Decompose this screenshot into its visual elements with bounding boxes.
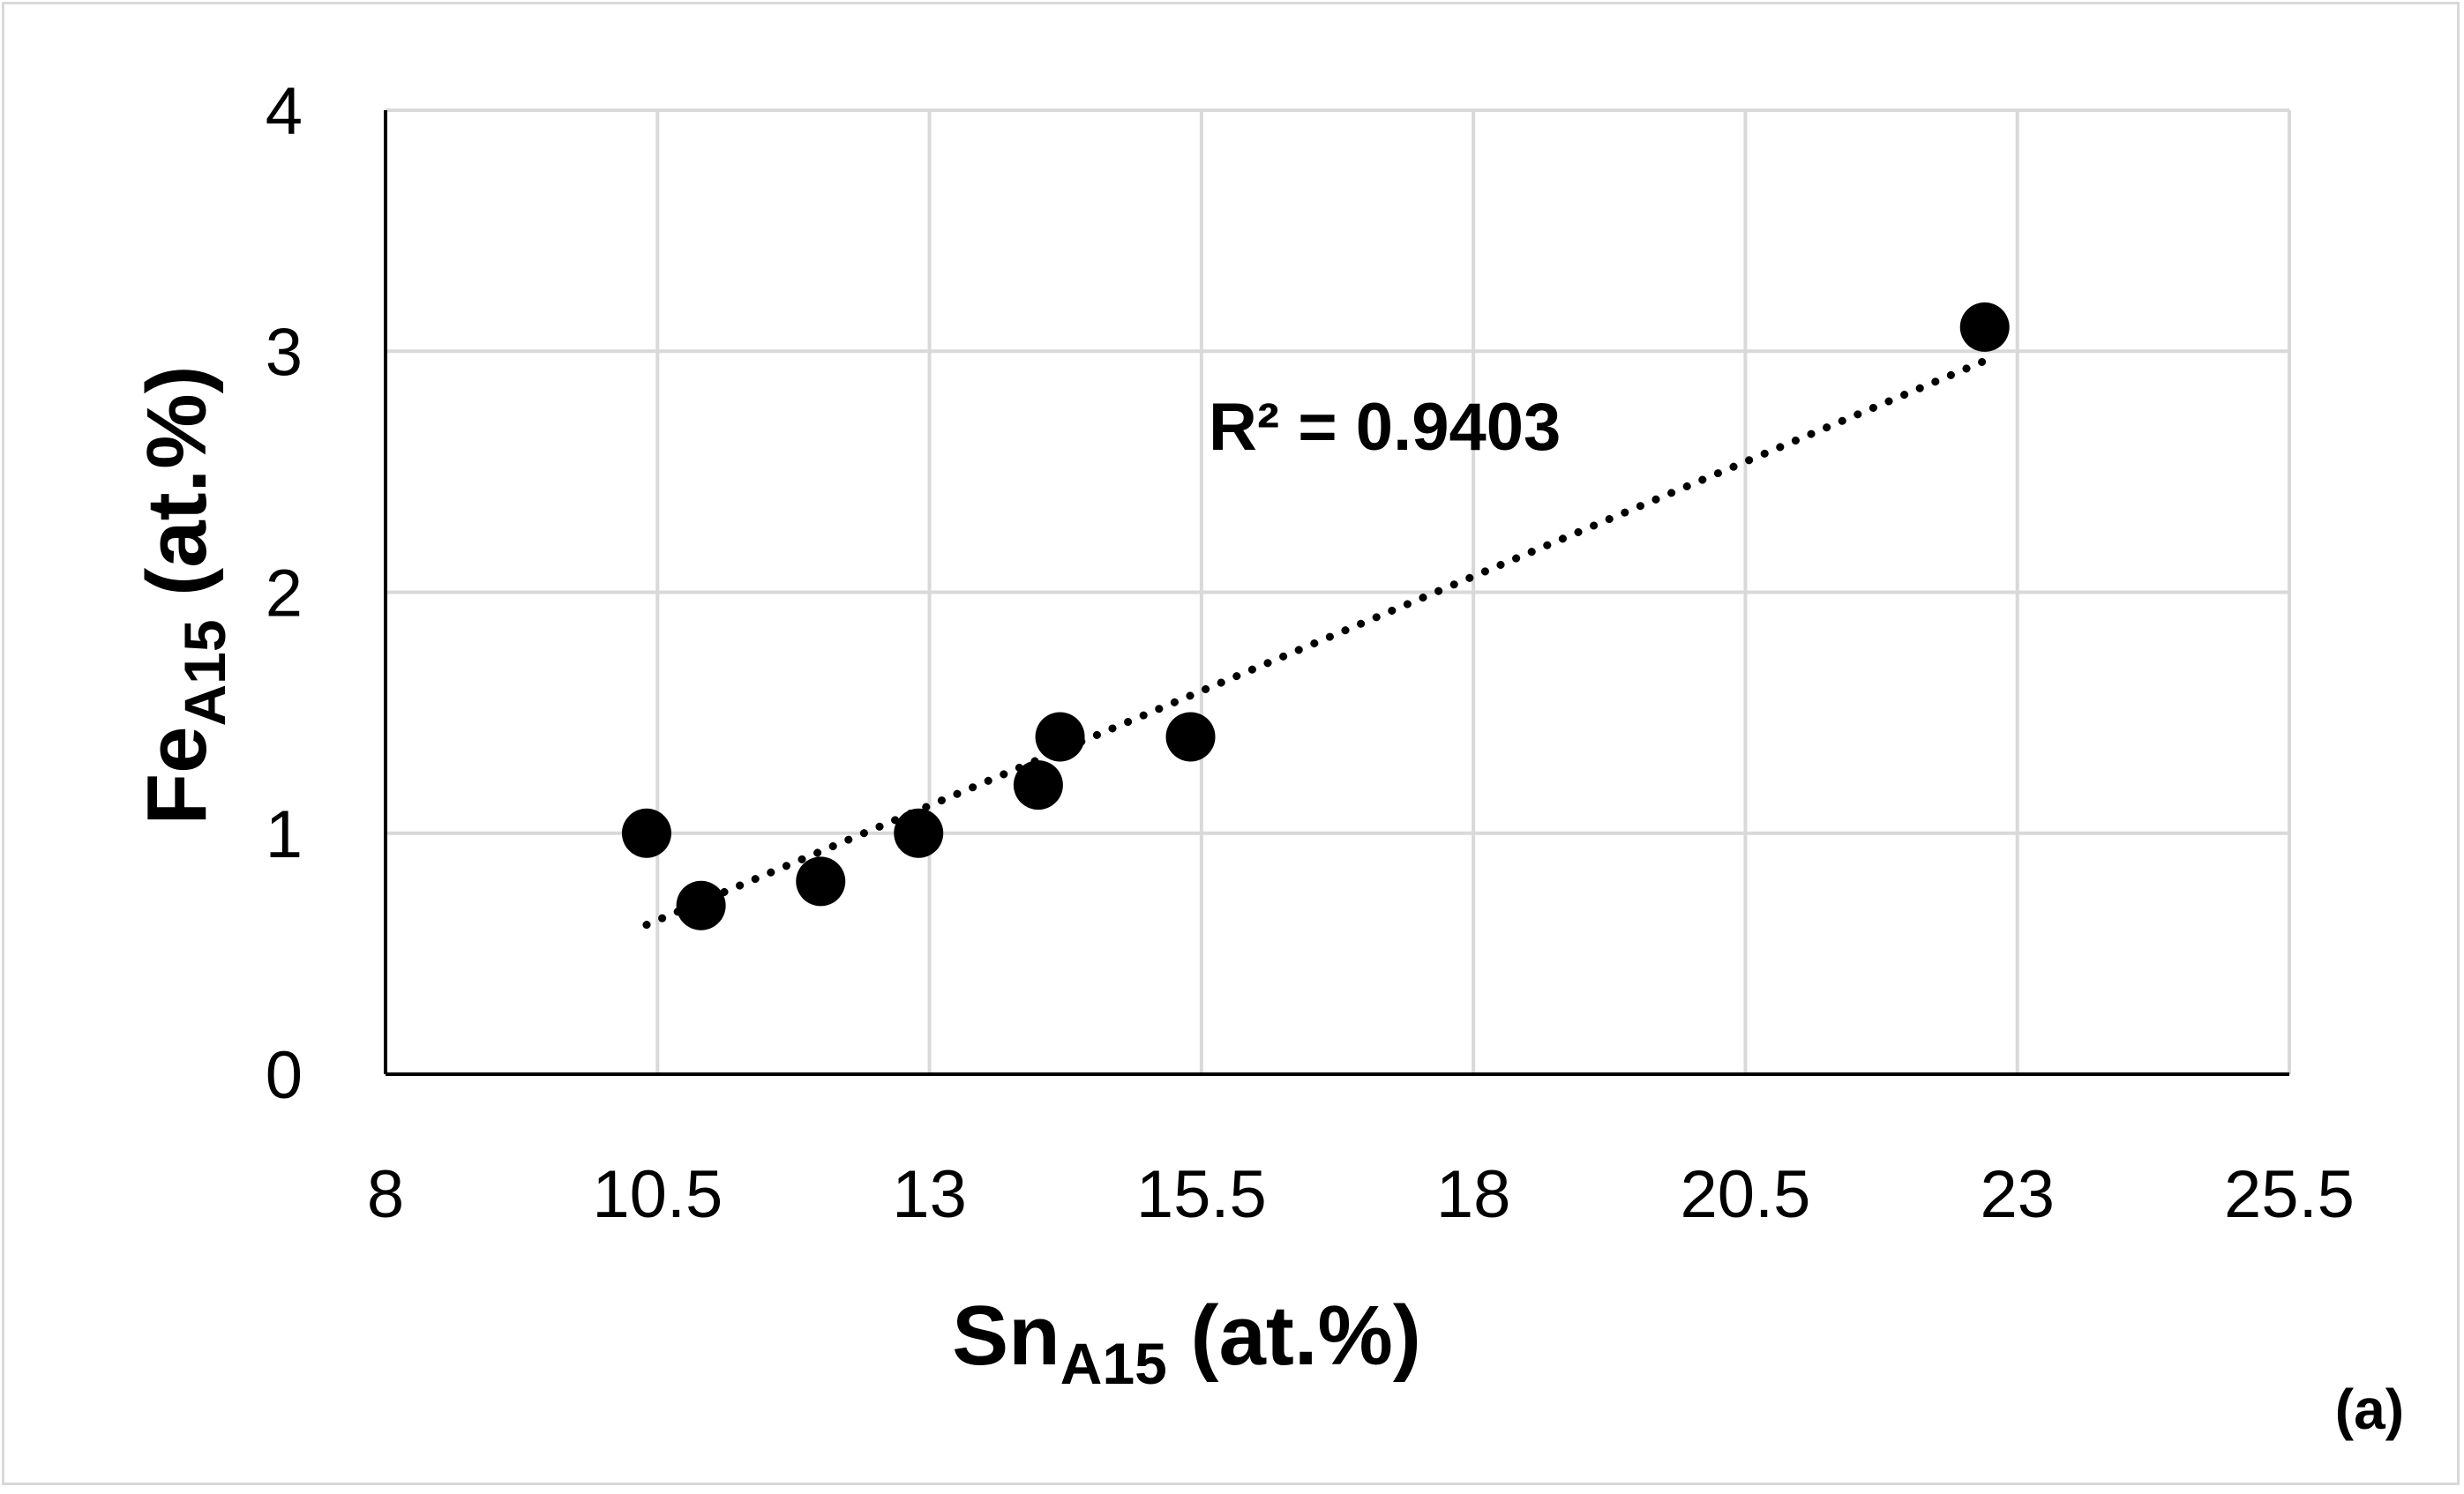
x-tick-label: 10.5 [592, 1157, 723, 1232]
data-point [1959, 302, 2010, 352]
gridlines [386, 108, 2291, 1074]
data-point [1035, 712, 1085, 762]
y-tick-label: 3 [266, 315, 303, 390]
y-axis-title-main: Fe [130, 727, 224, 825]
data-point [796, 856, 846, 907]
data-point [894, 808, 944, 858]
x-axis-title-unit: (at.%) [1167, 1289, 1421, 1383]
x-tick-label: 13 [892, 1157, 967, 1232]
data-point [621, 808, 671, 858]
data-points [621, 302, 2010, 930]
y-tick-labels: 0 1 2 3 4 [266, 74, 303, 1113]
y-tick-label: 4 [266, 74, 303, 149]
y-axis-title-subscript: A15 [172, 619, 237, 726]
trendline [642, 356, 1989, 930]
trendline-dotted [642, 356, 1989, 930]
x-axis-title-main: Sn [952, 1289, 1060, 1383]
r-squared-annotation: R² = 0.9403 [1209, 390, 1561, 465]
panel-label: (a) [2335, 1378, 2404, 1441]
x-tick-label: 15.5 [1136, 1157, 1267, 1232]
y-tick-label: 2 [266, 557, 303, 631]
y-tick-label: 0 [266, 1038, 303, 1113]
data-point [1165, 712, 1216, 762]
x-tick-label: 23 [1980, 1157, 2055, 1232]
x-axis-title-subscript: A15 [1060, 1331, 1167, 1396]
x-tick-label: 20.5 [1680, 1157, 1810, 1232]
data-point [1013, 760, 1063, 810]
y-axis-title-unit: (at.%) [130, 365, 224, 619]
x-tick-label: 18 [1436, 1157, 1511, 1232]
y-tick-label: 1 [266, 797, 303, 872]
x-tick-label: 25.5 [2224, 1157, 2355, 1232]
data-point [676, 880, 726, 930]
x-tick-label: 8 [367, 1157, 404, 1232]
axes [384, 110, 2289, 1076]
x-tick-labels: 8 10.5 13 15.5 18 20.5 23 25.5 [367, 1157, 2355, 1232]
y-axis-title: FeA15 (at.%) [130, 365, 237, 825]
x-axis-title: SnA15 (at.%) [952, 1289, 1421, 1396]
